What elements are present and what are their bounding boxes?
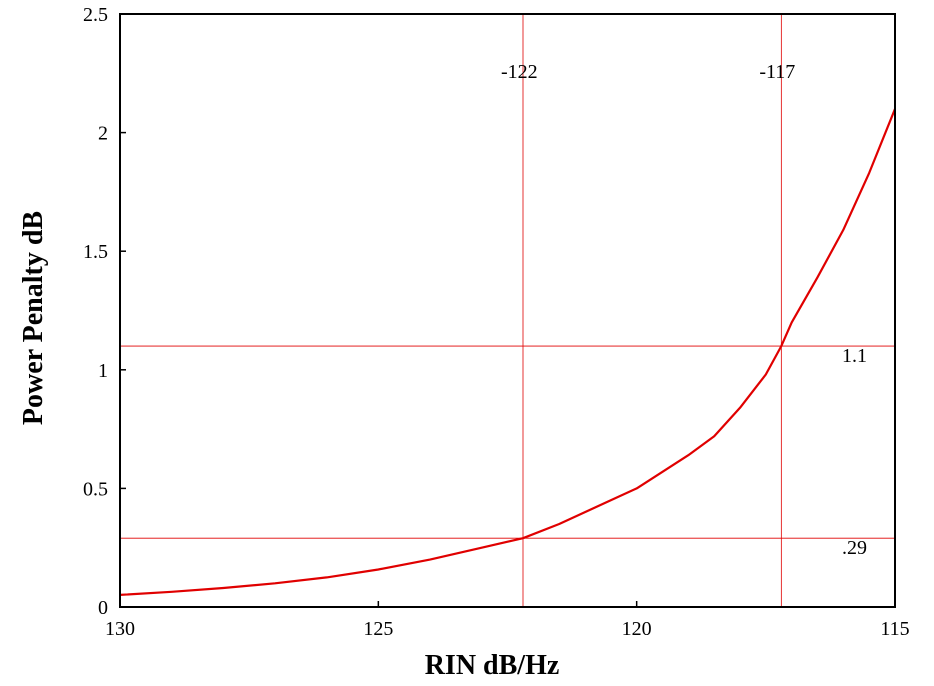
- x-tick-label: 120: [622, 618, 652, 640]
- series-line-0: [120, 108, 895, 597]
- x-tick-label: 130: [105, 618, 135, 640]
- x-tick-label: 115: [880, 618, 909, 640]
- y-tick-label: 1: [98, 360, 108, 382]
- series-layer: [120, 108, 895, 597]
- y-axis-ticks: 0 0.5 1 1.5 2 2.5: [83, 4, 126, 619]
- y-axis-title: Power Penalty dB: [18, 211, 49, 425]
- y-tick-label: 0.5: [83, 478, 108, 500]
- x-tick-label: 125: [363, 618, 393, 640]
- x-axis-title: RIN dB/Hz: [425, 650, 560, 681]
- y-tick-label: 2.5: [83, 4, 108, 26]
- y-tick-label: 0: [98, 597, 108, 619]
- vertical-line-annotation-0: -122: [501, 61, 538, 83]
- horizontal-line-annotation-0: 1.1: [842, 345, 867, 367]
- y-tick-label: 2: [98, 123, 108, 145]
- plot-area: [120, 14, 895, 607]
- y-tick-label: 1.5: [83, 241, 108, 263]
- x-axis-ticks: 130 125 120 115: [105, 601, 910, 640]
- vertical-line-annotation-1: -117: [759, 61, 795, 83]
- reference-lines: [120, 14, 895, 607]
- horizontal-line-annotation-1: .29: [842, 537, 867, 559]
- plot-frame: [119, 13, 896, 608]
- annotations: -122 -117 1.1 .29: [501, 61, 867, 559]
